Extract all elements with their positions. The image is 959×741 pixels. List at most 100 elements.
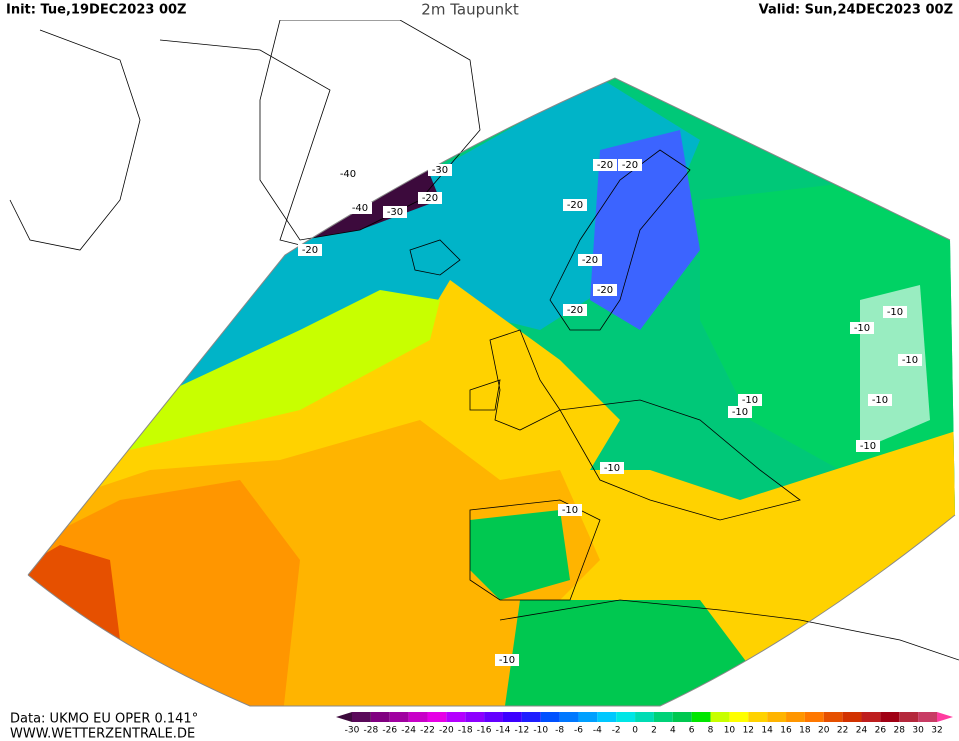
contour-label: -20 <box>622 160 638 171</box>
contour-label-box <box>558 504 582 516</box>
legend-label: 4 <box>670 726 676 736</box>
legend-swatch <box>389 712 409 722</box>
legend-swatch <box>748 712 768 722</box>
init-time: Init: Tue,19DEC2023 00Z <box>6 3 186 18</box>
contour-label-box <box>618 159 642 171</box>
legend-label: -20 <box>439 726 454 736</box>
contour-label-box <box>383 206 407 218</box>
legend-swatch <box>823 712 843 722</box>
contour-label: -10 <box>887 307 903 318</box>
legend-swatch <box>540 712 560 722</box>
contour-label-box <box>593 159 617 171</box>
legend-label: 0 <box>632 726 638 736</box>
legend-label: -12 <box>514 726 529 736</box>
legend-label: -2 <box>612 726 621 736</box>
legend-label: -10 <box>533 726 548 736</box>
legend-label: 8 <box>708 726 714 736</box>
contour-label: -30 <box>432 165 448 176</box>
color-legend: -30 -28 -26 -24 -22 -20 -18 -16 -14 -12 -10 -8 -6 -4-… <box>336 712 953 736</box>
coast-central-europe <box>559 399 801 521</box>
contour-label: -20 <box>597 285 613 296</box>
legend-label: 26 <box>875 726 887 736</box>
contour-label: -10 <box>860 441 876 452</box>
contour-label-box <box>898 354 922 366</box>
contour-label: -20 <box>302 245 318 256</box>
legend-label: -24 <box>401 726 416 736</box>
contour-label-box <box>298 244 322 256</box>
contour-label-box <box>578 254 602 266</box>
legend-arrow-low <box>336 712 352 722</box>
field-very-cold <box>590 130 700 330</box>
contour-label-box <box>428 164 452 176</box>
legend-label: -6 <box>574 726 583 736</box>
legend-swatch <box>578 712 598 722</box>
legend-label: -14 <box>496 726 511 736</box>
contour-label: -10 <box>854 323 870 334</box>
legend-swatch <box>408 712 428 722</box>
contour-label-box <box>495 654 519 666</box>
legend-swatch <box>710 712 730 722</box>
legend-swatch <box>861 712 881 722</box>
valid-time: Valid: Sun,24DEC2023 00Z <box>759 3 953 18</box>
legend-label: 14 <box>761 726 773 736</box>
legend-label: 10 <box>724 726 736 736</box>
site: WWW.WETTERZENTRALE.DE <box>10 727 195 741</box>
legend-swatch <box>352 712 371 722</box>
legend-swatch <box>918 712 937 722</box>
legend-label: 22 <box>837 726 848 736</box>
legend-swatch <box>427 712 447 722</box>
contour-label: -10 <box>742 395 758 406</box>
legend-swatch <box>653 712 673 722</box>
contour-label-box <box>856 440 880 452</box>
legend-arrow-high <box>937 712 953 722</box>
header-bar <box>0 0 959 20</box>
contour-label: -10 <box>562 505 578 516</box>
contour-label: -10 <box>499 655 515 666</box>
legend-swatch <box>502 712 522 722</box>
field-russia <box>860 285 930 450</box>
legend-label: -18 <box>458 726 473 736</box>
legend-swatch <box>597 712 617 722</box>
contour-label: -30 <box>387 207 403 218</box>
coastlines <box>9 19 959 661</box>
contour-label-box <box>850 322 874 334</box>
domain-outline <box>27 77 956 707</box>
coast-north-america <box>9 29 331 251</box>
contour-label: -10 <box>732 407 748 418</box>
legend-label: 18 <box>799 726 811 736</box>
legend-label: 30 <box>912 726 924 736</box>
contour-label: -10 <box>872 395 888 406</box>
contour-label: -20 <box>567 305 583 316</box>
contour-label-box <box>738 394 762 406</box>
contour-label: -20 <box>567 200 583 211</box>
legend-label: -30 <box>345 726 360 736</box>
legend-label: 6 <box>689 726 695 736</box>
coast-british-isles <box>469 329 561 431</box>
legend-label: -4 <box>593 726 602 736</box>
contour-label-box <box>563 304 587 316</box>
contour-label-box <box>600 462 624 474</box>
contour-label-box <box>868 394 892 406</box>
legend-label: 2 <box>651 726 657 736</box>
coast-scandinavia <box>549 149 691 331</box>
legend-label: 20 <box>818 726 830 736</box>
legend-swatch <box>880 712 900 722</box>
contour-label-box <box>593 284 617 296</box>
legend-swatch <box>559 712 579 722</box>
contour-label-box <box>348 202 372 214</box>
legend-swatch <box>729 712 749 722</box>
contour-label: -40 <box>340 169 356 180</box>
legend-swatch <box>842 712 862 722</box>
data-source: Data: UKMO EU OPER 0.141° <box>10 712 198 727</box>
legend-swatch <box>899 712 919 722</box>
legend-swatch <box>465 712 485 722</box>
contour-label-box <box>563 199 587 211</box>
legend-swatch <box>635 712 654 722</box>
legend-label: 32 <box>931 726 942 736</box>
map-title: 2m Taupunkt <box>421 1 519 19</box>
legend-swatch <box>804 712 824 722</box>
legend-label: 28 <box>894 726 906 736</box>
